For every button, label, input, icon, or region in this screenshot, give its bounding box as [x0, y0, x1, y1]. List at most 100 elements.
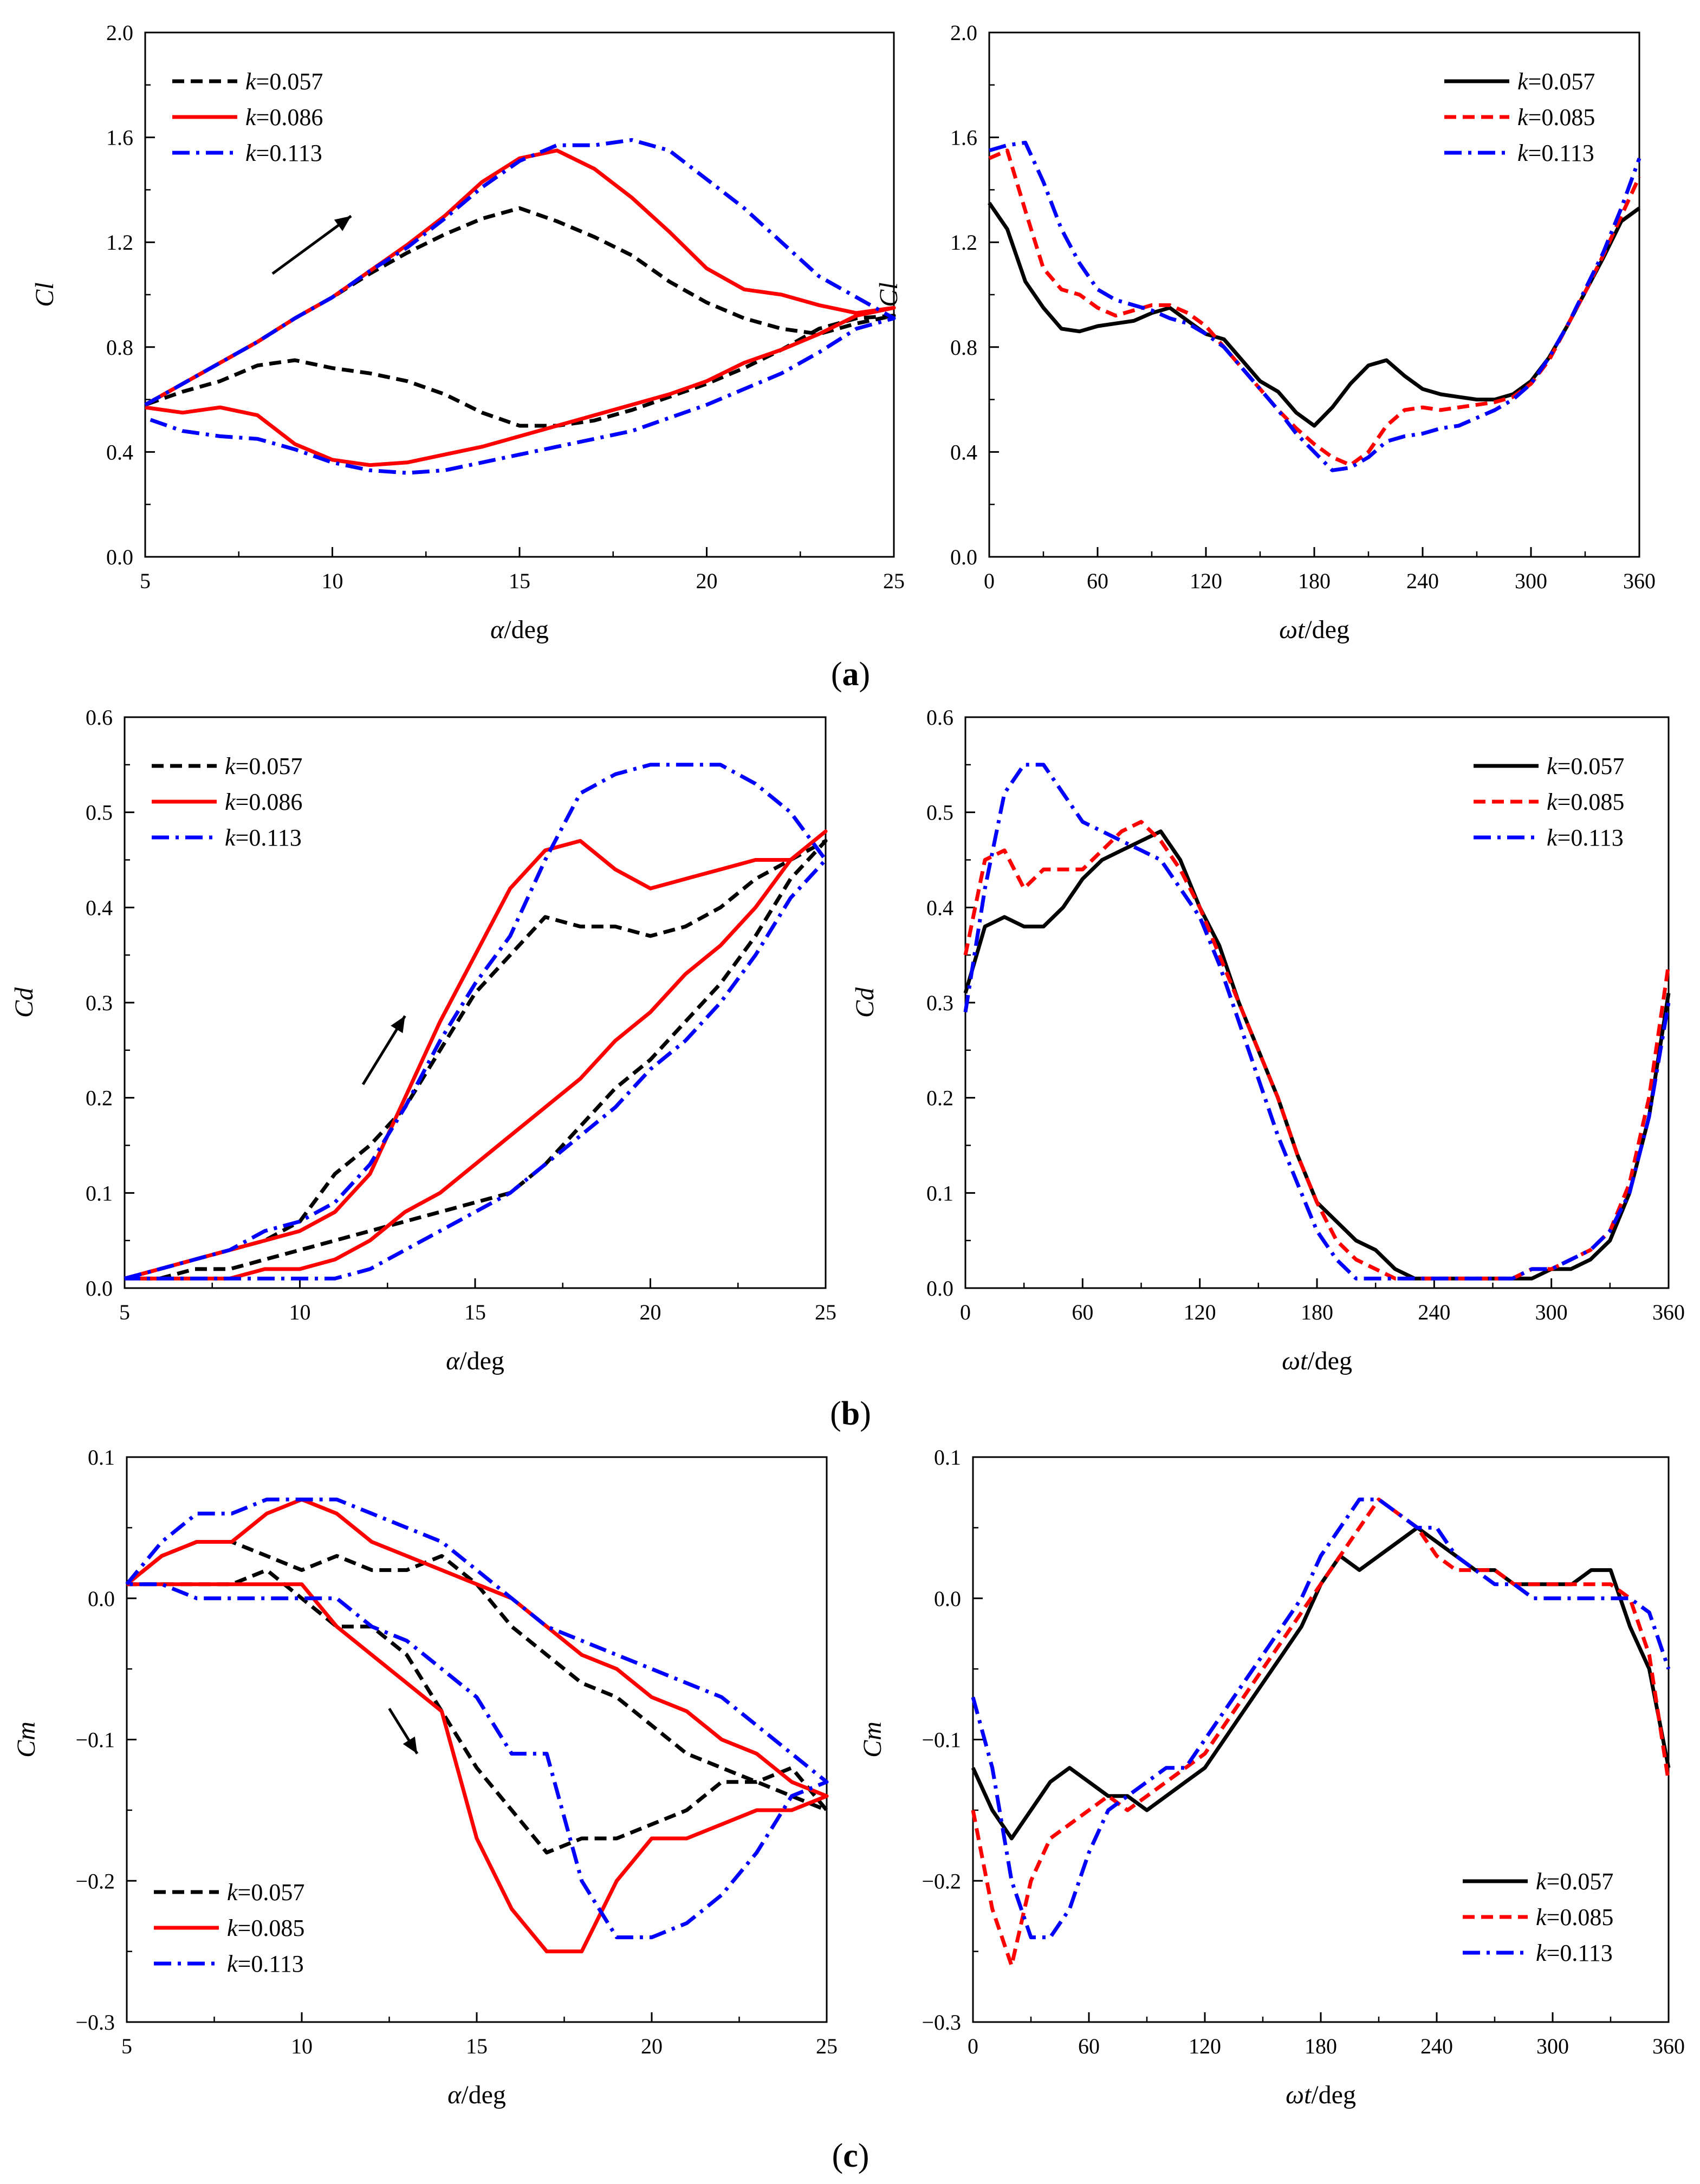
x-tick-label: 10 — [322, 569, 343, 593]
y-tick-label: 2.0 — [106, 21, 133, 45]
x-tick-label: 25 — [883, 569, 905, 593]
y-tick-label: 0.3 — [926, 991, 953, 1015]
x-tick-label: 60 — [1078, 2034, 1100, 2058]
y-tick-label: 0.3 — [86, 991, 113, 1015]
legend-label: k=0.113 — [1517, 140, 1594, 166]
y-tick-label: 0.5 — [86, 801, 113, 825]
x-axis-label: ωt/deg — [1282, 1347, 1352, 1375]
x-tick-label: 180 — [1298, 569, 1331, 593]
legend-label: k=0.057 — [227, 1879, 304, 1906]
chart-cl-alpha: 5 10 15 20 25 0.0 0.4 0.8 1.2 1.6 2.0 α/deg Cl k=0.05… — [30, 21, 905, 644]
x-tick-label: 360 — [1623, 569, 1656, 593]
x-tick-label: 25 — [816, 2034, 838, 2058]
x-tick-label: 240 — [1406, 569, 1439, 593]
series-line-k-0-057 — [988, 202, 1641, 428]
x-tick-label: 20 — [640, 1300, 661, 1324]
x-tick-label: 10 — [289, 1300, 311, 1324]
legend-label: k=0.113 — [1547, 824, 1624, 851]
y-axis-label: Cl — [874, 282, 903, 307]
y-tick-label: 0.4 — [86, 895, 113, 920]
series-line-k-0-085 — [963, 820, 1671, 1280]
y-tick-label: 0.0 — [926, 1276, 953, 1301]
series-line-k-0-057 — [963, 829, 1671, 1280]
x-tick-label: 60 — [1072, 1300, 1093, 1324]
plot-frame — [972, 1456, 1670, 2023]
y-axis-label: Cm — [12, 1721, 41, 1758]
legend-label: k=0.113 — [225, 824, 302, 851]
y-tick-label: 0.0 — [106, 545, 133, 569]
x-axis-label: ωt/deg — [1279, 615, 1349, 644]
y-tick-label: 0.0 — [88, 1587, 115, 1611]
x-tick-label: 0 — [968, 2034, 978, 2058]
y-tick-label: 1.2 — [106, 230, 133, 255]
legend-label: k=0.085 — [1517, 104, 1595, 131]
y-tick-label: 0.8 — [950, 335, 977, 360]
y-tick-label: 0.4 — [106, 440, 133, 464]
x-tick-label: 120 — [1189, 2034, 1221, 2058]
chart-cd-alpha: 5 10 15 20 25 0.0 0.1 0.2 0.3 0.4 0.5 0.6 α/deg Cd k=0… — [10, 705, 836, 1375]
x-tick-label: 5 — [119, 1300, 130, 1324]
chart-cm-alpha: 5 10 15 20 25 −0.3 −0.2 −0.1 0.0 0.1 α/deg Cm k=0.05… — [12, 1445, 838, 2109]
y-tick-label: 0.6 — [86, 705, 113, 730]
x-tick-label: 0 — [960, 1300, 971, 1324]
y-tick-label: −0.2 — [75, 1869, 115, 1893]
chart-cd-wt: 0 60 120 180 240 300 360 0.0 0.1 0.2 0.3 0.4 0.5 0.6 ω… — [851, 705, 1685, 1375]
legend-label: k=0.057 — [1517, 68, 1595, 95]
y-tick-label: 0.4 — [950, 440, 977, 464]
annotation-arrow-head — [334, 216, 352, 231]
x-tick-label: 240 — [1418, 1300, 1450, 1324]
y-tick-label: 2.0 — [950, 21, 977, 45]
series-line-k-0-057 — [124, 838, 828, 1280]
y-tick-label: 1.6 — [106, 126, 133, 150]
legend-label: k=0.113 — [227, 1951, 304, 1977]
x-tick-label: 15 — [509, 569, 530, 593]
legend-label: k=0.085 — [1547, 789, 1624, 815]
y-tick-label: 0.1 — [934, 1445, 961, 1470]
y-axis-label: Cd — [851, 987, 879, 1018]
y-tick-label: −0.3 — [922, 2010, 961, 2034]
series-line-k-0-086 — [124, 829, 828, 1280]
x-tick-label: 300 — [1536, 2034, 1569, 2058]
x-tick-label: 360 — [1652, 2034, 1685, 2058]
x-tick-label: 180 — [1301, 1300, 1333, 1324]
series-line-k-0-057 — [971, 1525, 1671, 1841]
caption-b: (b) — [830, 1395, 871, 1432]
x-axis-label: ωt/deg — [1286, 2081, 1356, 2109]
y-tick-label: 0.6 — [926, 705, 953, 730]
x-tick-label: 20 — [641, 2034, 663, 2058]
y-tick-label: −0.1 — [922, 1728, 961, 1752]
legend-label: k=0.057 — [1547, 753, 1624, 779]
y-tick-label: −0.2 — [922, 1869, 961, 1893]
series-line-k-0-113 — [963, 763, 1671, 1280]
x-tick-label: 180 — [1305, 2034, 1337, 2058]
legend-label: k=0.113 — [1536, 1940, 1613, 1966]
x-tick-label: 360 — [1652, 1300, 1685, 1324]
y-tick-label: −0.1 — [75, 1728, 115, 1752]
y-tick-label: 0.2 — [86, 1086, 113, 1110]
legend-label: k=0.086 — [245, 104, 323, 131]
caption-c: (c) — [832, 2137, 870, 2174]
series-line-k-0-113 — [989, 140, 1641, 472]
chart-cm-wt: 0 60 120 180 240 300 360 −0.3 −0.2 −0.1 0.0 0.1 ωt/d… — [858, 1445, 1685, 2109]
x-tick-label: 240 — [1420, 2034, 1453, 2058]
annotation-arrow-head — [403, 1736, 418, 1754]
y-tick-label: 1.2 — [950, 230, 977, 255]
series-line-k-0-085 — [988, 148, 1641, 467]
legend-label: k=0.113 — [245, 140, 322, 166]
series-line-k-0-113 — [144, 138, 896, 475]
y-tick-label: 0.2 — [926, 1086, 953, 1110]
x-tick-label: 5 — [121, 2034, 132, 2058]
y-axis-label: Cm — [858, 1721, 887, 1758]
y-tick-label: 0.4 — [926, 895, 953, 920]
legend-label: k=0.086 — [225, 789, 302, 815]
series-line-k-0-085 — [125, 1497, 829, 1954]
legend-label: k=0.085 — [227, 1915, 304, 1941]
y-tick-label: −0.3 — [75, 2010, 115, 2034]
x-tick-label: 25 — [815, 1300, 836, 1324]
x-tick-label: 300 — [1535, 1300, 1568, 1324]
y-tick-label: 0.8 — [106, 335, 133, 360]
legend-label: k=0.057 — [1536, 1868, 1613, 1895]
x-axis-label: α/deg — [447, 2081, 506, 2109]
x-tick-label: 120 — [1184, 1300, 1216, 1324]
